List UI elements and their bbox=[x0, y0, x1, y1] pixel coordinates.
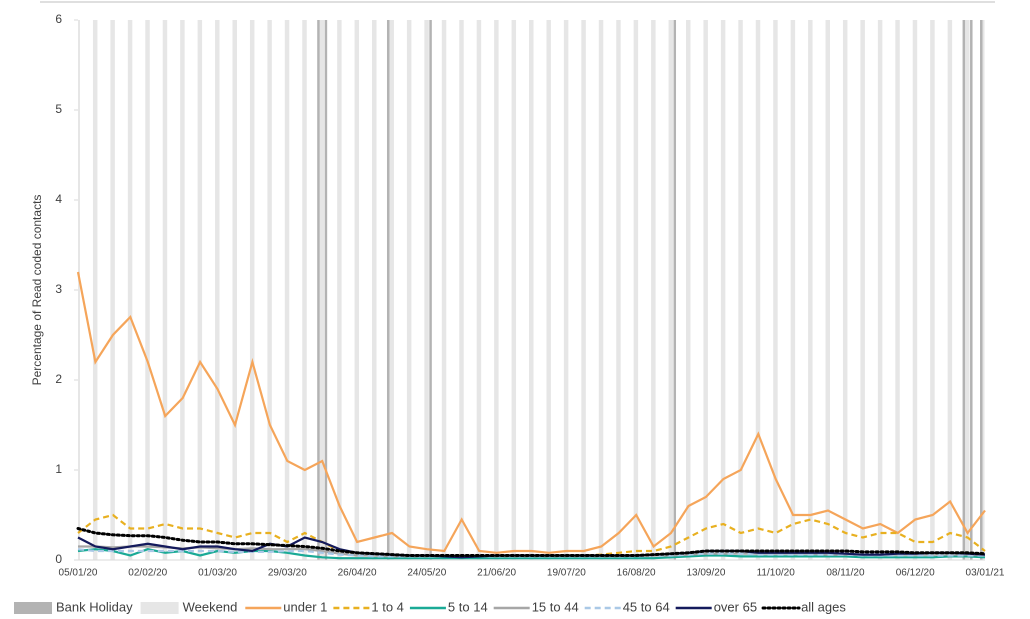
bank-holiday-band bbox=[970, 20, 973, 560]
legend-label: under 1 bbox=[283, 599, 327, 614]
legend-label: all ages bbox=[801, 599, 846, 614]
series-line bbox=[76, 527, 987, 557]
legend-label: 5 to 14 bbox=[448, 599, 488, 614]
weekend-band bbox=[685, 20, 691, 560]
weekend-band bbox=[319, 20, 325, 560]
weekend-band bbox=[232, 20, 237, 560]
weekend-band bbox=[895, 20, 900, 560]
x-tick-label: 13/09/20 bbox=[686, 568, 725, 579]
y-tick-label: 5 bbox=[55, 102, 62, 116]
weekend-band bbox=[215, 20, 220, 560]
x-tick-label: 24/05/20 bbox=[407, 568, 446, 579]
x-tick-label: 06/12/20 bbox=[896, 568, 935, 579]
weekend-band bbox=[703, 20, 708, 560]
weekend-band bbox=[930, 20, 935, 560]
weekend-band bbox=[668, 20, 674, 560]
weekend-band bbox=[982, 20, 985, 560]
legend-label: 45 to 64 bbox=[623, 599, 670, 614]
x-tick-label: 05/01/20 bbox=[59, 568, 98, 579]
weekend-band bbox=[511, 20, 517, 560]
y-tick-label: 6 bbox=[55, 12, 62, 26]
weekend-band bbox=[877, 20, 883, 560]
weekend-band bbox=[860, 20, 865, 560]
weekend-band bbox=[92, 20, 98, 560]
weekend-band bbox=[78, 20, 80, 560]
weekend-band bbox=[546, 20, 551, 560]
y-tick-label: 2 bbox=[55, 372, 62, 386]
weekend-band bbox=[563, 20, 569, 560]
x-tick-label: 21/06/20 bbox=[477, 568, 516, 579]
weekend-band bbox=[581, 20, 586, 560]
y-axis-label: Percentage of Read coded contacts bbox=[30, 195, 44, 386]
weekend-band bbox=[476, 20, 482, 560]
weekend-band bbox=[494, 20, 499, 560]
bank-holiday-band bbox=[673, 20, 677, 560]
bank-holiday-band bbox=[980, 20, 983, 560]
weekend-band bbox=[302, 20, 307, 560]
weekend-band bbox=[127, 20, 133, 560]
weekend-band bbox=[773, 20, 778, 560]
x-tick-label: 02/02/20 bbox=[128, 568, 167, 579]
weekend-band bbox=[633, 20, 639, 560]
weekend-band bbox=[354, 20, 360, 560]
weekend-band bbox=[651, 20, 656, 560]
y-tick-label: 4 bbox=[55, 192, 62, 206]
bank-holiday-band bbox=[386, 20, 390, 560]
x-tick-label: 19/07/20 bbox=[547, 568, 586, 579]
weekend-band bbox=[947, 20, 953, 560]
bank-holiday-band bbox=[962, 20, 966, 560]
series-line bbox=[76, 271, 986, 554]
y-tick-label: 3 bbox=[55, 282, 62, 296]
x-tick-label: 29/03/20 bbox=[268, 568, 307, 579]
weekend-band bbox=[720, 20, 726, 560]
weekend-band bbox=[912, 20, 918, 560]
weekend-band bbox=[441, 20, 447, 560]
legend-label: 1 to 4 bbox=[371, 599, 404, 614]
weekend-band bbox=[755, 20, 761, 560]
x-tick-label: 26/04/20 bbox=[338, 568, 377, 579]
bank-holiday-band bbox=[324, 20, 328, 560]
weekend-band bbox=[738, 20, 743, 560]
x-tick-label: 03/01/21 bbox=[966, 568, 1005, 579]
x-tick-label: 01/03/20 bbox=[198, 568, 237, 579]
weekend-band bbox=[965, 20, 970, 560]
background-bands bbox=[78, 20, 985, 560]
weekend-band bbox=[598, 20, 604, 560]
bank-holiday-band bbox=[429, 20, 432, 560]
weekend-band bbox=[284, 20, 290, 560]
weekend-band bbox=[389, 20, 394, 560]
weekend-band bbox=[267, 20, 272, 560]
legend-label: Bank Holiday bbox=[56, 599, 133, 614]
weekend-band bbox=[790, 20, 796, 560]
legend-swatch bbox=[14, 602, 52, 614]
legend-label: 15 to 44 bbox=[532, 599, 579, 614]
weekend-band bbox=[424, 20, 429, 560]
legend-swatch bbox=[140, 602, 179, 614]
weekend-band bbox=[249, 20, 255, 560]
x-tick-label: 16/08/20 bbox=[617, 568, 656, 579]
weekend-band bbox=[808, 20, 813, 560]
x-tick-label: 08/11/20 bbox=[826, 568, 865, 579]
y-tick-label: 1 bbox=[55, 462, 62, 476]
legend-label: over 65 bbox=[714, 599, 757, 614]
legend-label: Weekend bbox=[183, 599, 238, 614]
weekend-band bbox=[145, 20, 150, 560]
weekend-band bbox=[459, 20, 464, 560]
bank-holiday-band bbox=[317, 20, 320, 560]
x-tick-label: 11/10/20 bbox=[757, 568, 796, 579]
weekend-band bbox=[372, 20, 377, 560]
weekend-band bbox=[180, 20, 185, 560]
weekend-band bbox=[842, 20, 848, 560]
weekend-band bbox=[110, 20, 115, 560]
weekend-band bbox=[406, 20, 412, 560]
weekend-band bbox=[162, 20, 168, 560]
weekend-band bbox=[197, 20, 203, 560]
weekend-band bbox=[529, 20, 534, 560]
weekend-band bbox=[337, 20, 342, 560]
weekend-band bbox=[825, 20, 831, 560]
y-tick-label: 0 bbox=[55, 552, 62, 566]
weekend-band bbox=[616, 20, 621, 560]
